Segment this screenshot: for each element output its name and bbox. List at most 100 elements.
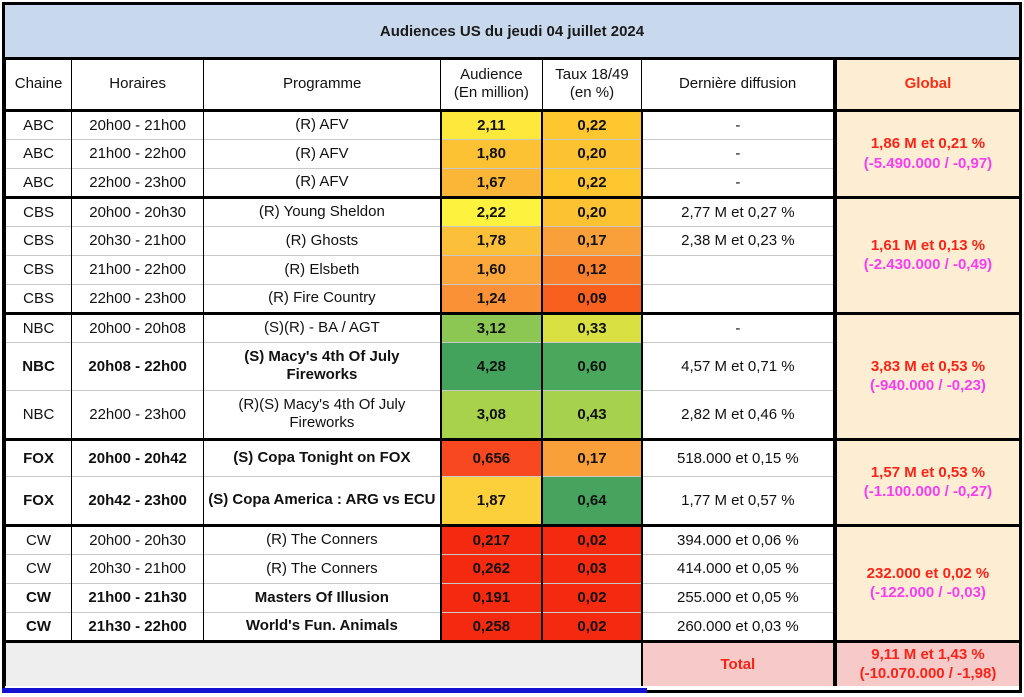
last-broadcast-cell: - (641, 167, 835, 197)
programme-cell: (S)(R) - BA / AGT (203, 311, 441, 342)
table-row: CW 21h30 - 22h00 World's Fun. Animals 0,… (4, 611, 1020, 641)
rating-cell: 0,22 (541, 108, 643, 139)
audience-cell: 1,60 (439, 254, 544, 284)
col-header-audience: Audience (En million) (440, 60, 543, 112)
channel-cell: CW (4, 611, 72, 641)
channel-cell: ABC (4, 108, 72, 139)
hours-cell: 22h00 - 23h00 (71, 389, 204, 439)
col-header-taux: Taux 18/49 (en %) (541, 60, 642, 112)
table-row: NBC 22h00 - 23h00 (R)(S) Macy's 4th Of J… (4, 389, 1020, 439)
channel-cell: CBS (4, 254, 72, 284)
col-header-programme: Programme (203, 60, 441, 112)
programme-cell: (R)(S) Macy's 4th Of July Fireworks (203, 389, 441, 439)
col-header-global: Global (832, 60, 1019, 112)
total-value-cell: 9,11 M et 1,43 % (-10.070.000 / -1,98) (832, 639, 1019, 686)
global-cell-cw: 232.000 et 0,02 % (-122.000 / -0,03) (832, 523, 1019, 641)
programme-cell: (S) Macy's 4th Of July Fireworks (203, 341, 441, 390)
rating-cell: 0,12 (541, 254, 643, 284)
global-value: 3,83 M et 0,53 % (870, 357, 986, 375)
audience-cell: 2,22 (439, 195, 544, 226)
last-broadcast-cell (641, 254, 835, 284)
table-row: NBC 20h00 - 20h08 (S)(R) - BA / AGT 3,12… (4, 311, 1019, 439)
table-row: ABC 22h00 - 23h00 (R) AFV 1,67 0,22 - (4, 167, 1020, 197)
table-row: CBS 20h00 - 20h30 (R) Young Sheldon 2,22… (4, 195, 1019, 313)
programme-cell: (R) The Conners (203, 553, 441, 583)
audience-cell: 0,191 (439, 582, 544, 612)
footer-empty-cell (4, 639, 642, 686)
last-broadcast-cell: - (641, 138, 835, 168)
hours-cell: 20h08 - 22h00 (71, 341, 204, 390)
total-row: Total 9,11 M et 1,43 % (-10.070.000 / -1… (4, 639, 1019, 686)
total-label: Total (640, 639, 835, 686)
rating-cell: 0,20 (541, 138, 643, 168)
rating-cell: 0,02 (541, 611, 643, 641)
last-broadcast-cell (641, 283, 835, 313)
rating-cell: 0,09 (541, 283, 643, 313)
header-row: Chaine Horaires Programme Audience (En m… (4, 60, 1019, 112)
programme-cell: (R) Ghosts (203, 225, 441, 255)
hours-cell: 20h00 - 20h42 (71, 437, 204, 476)
audience-cell: 3,12 (439, 311, 544, 342)
global-delta: (-2.430.000 / -0,49) (863, 256, 993, 273)
last-broadcast-cell: 518.000 et 0,15 % (641, 437, 835, 476)
channel-cell: NBC (4, 389, 72, 439)
last-broadcast-cell: 414.000 et 0,05 % (641, 553, 835, 583)
hours-cell: 22h00 - 23h00 (71, 283, 204, 313)
programme-cell: (R) Fire Country (203, 283, 441, 313)
channel-cell: FOX (4, 475, 72, 525)
bottom-blue-line (2, 688, 647, 693)
audience-cell: 1,24 (439, 283, 544, 313)
col-header-chaine: Chaine (4, 60, 72, 112)
hours-cell: 20h00 - 20h30 (71, 523, 204, 554)
programme-cell: (S) Copa America : ARG vs ECU (203, 475, 441, 525)
audience-cell: 1,67 (439, 167, 544, 197)
table-row: ABC 21h00 - 22h00 (R) AFV 1,80 0,20 - (4, 138, 1020, 168)
hours-cell: 21h30 - 22h00 (71, 611, 204, 641)
last-broadcast-cell: 1,77 M et 0,57 % (641, 475, 835, 525)
rating-cell: 0,02 (541, 582, 643, 612)
programme-cell: (R) Young Sheldon (203, 195, 441, 226)
rating-cell: 0,43 (541, 389, 643, 439)
audience-cell: 2,11 (439, 108, 544, 139)
last-broadcast-cell: 394.000 et 0,06 % (641, 523, 835, 554)
audience-cell: 1,80 (439, 138, 544, 168)
hours-cell: 21h00 - 21h30 (71, 582, 204, 612)
table-row: CW 21h00 - 21h30 Masters Of Illusion 0,1… (4, 582, 1020, 612)
channel-cell: CW (4, 553, 72, 583)
global-delta: (-122.000 / -0,03) (870, 584, 986, 601)
audience-cell: 0,656 (439, 437, 544, 476)
last-broadcast-cell: 260.000 et 0,03 % (641, 611, 835, 641)
last-broadcast-cell: 2,38 M et 0,23 % (641, 225, 835, 255)
audience-cell: 1,78 (439, 225, 544, 255)
table-row: CBS 22h00 - 23h00 (R) Fire Country 1,24 … (4, 283, 1020, 313)
global-value: 232.000 et 0,02 % (866, 564, 990, 582)
hours-cell: 22h00 - 23h00 (71, 167, 204, 197)
rating-cell: 0,33 (541, 311, 643, 342)
last-broadcast-cell: 255.000 et 0,05 % (641, 582, 835, 612)
global-delta: (-5.490.000 / -0,97) (863, 154, 993, 172)
rating-cell: 0,17 (541, 437, 643, 476)
global-cell-fox: 1,57 M et 0,53 % (-1.100.000 / -0,27) (832, 437, 1019, 525)
global-value: 1,86 M et 0,21 % (870, 135, 986, 152)
channel-cell: CBS (4, 225, 72, 255)
total-delta: (-10.070.000 / -1,98) (859, 665, 997, 683)
channel-cell: ABC (4, 138, 72, 168)
audience-table: Chaine Horaires Programme Audience (En m… (4, 60, 1020, 686)
rating-cell: 0,20 (541, 195, 643, 226)
global-value: 1,61 M et 0,13 % (870, 236, 986, 254)
channel-cell: ABC (4, 167, 72, 197)
programme-cell: World's Fun. Animals (203, 611, 441, 641)
hours-cell: 20h00 - 20h30 (71, 195, 204, 226)
hours-cell: 21h00 - 22h00 (71, 138, 204, 168)
programme-cell: (S) Copa Tonight on FOX (203, 437, 441, 476)
channel-cell: FOX (4, 437, 72, 476)
programme-cell: (R) AFV (203, 108, 441, 139)
programme-cell: Masters Of Illusion (203, 582, 441, 612)
table-row: FOX 20h00 - 20h42 (S) Copa Tonight on FO… (4, 437, 1019, 525)
rating-cell: 0,22 (541, 167, 643, 197)
rating-cell: 0,64 (541, 475, 643, 525)
channel-cell: NBC (4, 341, 72, 390)
table-row: CBS 21h00 - 22h00 (R) Elsbeth 1,60 0,12 (4, 254, 1020, 284)
table-row: CW 20h00 - 20h30 (R) The Conners 0,217 0… (4, 523, 1019, 641)
